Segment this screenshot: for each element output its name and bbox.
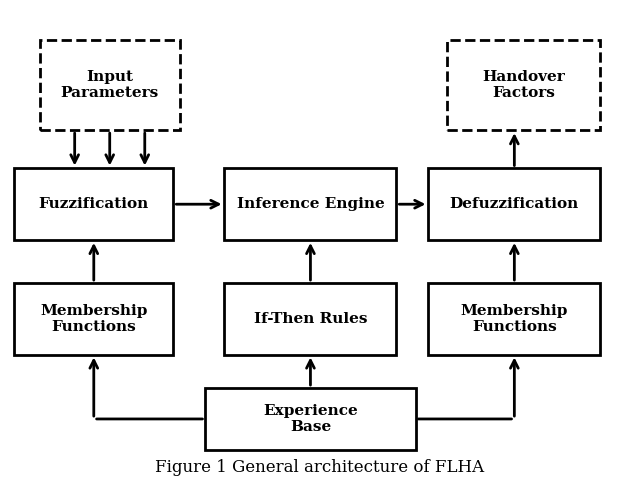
- FancyBboxPatch shape: [447, 39, 600, 130]
- Text: Handover
Factors: Handover Factors: [483, 70, 565, 100]
- FancyBboxPatch shape: [40, 39, 180, 130]
- FancyBboxPatch shape: [225, 283, 396, 355]
- Text: Inference Engine: Inference Engine: [237, 197, 384, 211]
- Text: If-Then Rules: If-Then Rules: [253, 312, 367, 326]
- Text: Figure 1 General architecture of FLHA: Figure 1 General architecture of FLHA: [156, 459, 484, 476]
- FancyBboxPatch shape: [14, 283, 173, 355]
- Text: Input
Parameters: Input Parameters: [61, 70, 159, 100]
- FancyBboxPatch shape: [14, 168, 173, 240]
- Text: Fuzzification: Fuzzification: [38, 197, 149, 211]
- FancyBboxPatch shape: [428, 283, 600, 355]
- Text: Membership
Functions: Membership Functions: [461, 304, 568, 334]
- Text: Defuzzification: Defuzzification: [450, 197, 579, 211]
- Text: Experience
Base: Experience Base: [263, 404, 358, 434]
- FancyBboxPatch shape: [225, 168, 396, 240]
- Text: Membership
Functions: Membership Functions: [40, 304, 147, 334]
- FancyBboxPatch shape: [428, 168, 600, 240]
- FancyBboxPatch shape: [205, 388, 415, 450]
